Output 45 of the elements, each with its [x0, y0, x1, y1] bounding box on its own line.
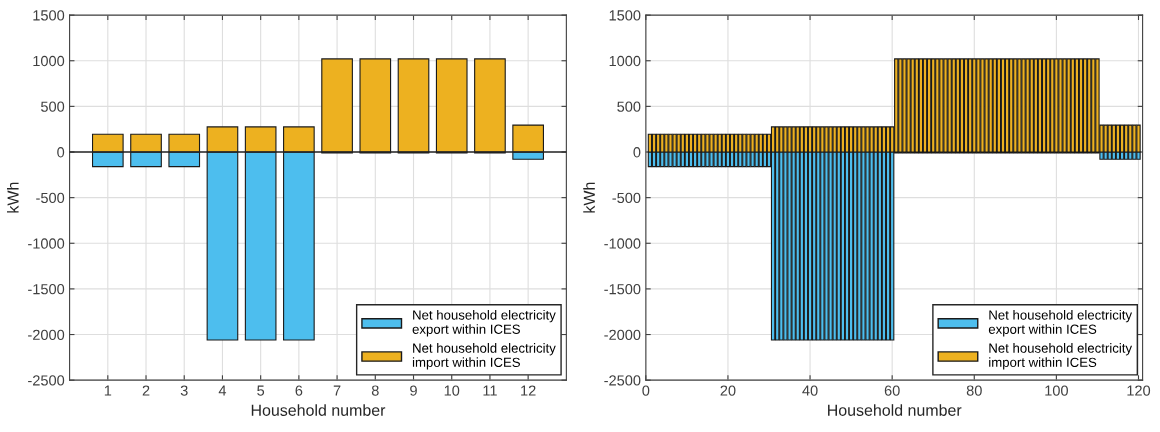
x-tick-label: 40: [802, 385, 818, 396]
legend-label: Net household electricity export within ICES: [988, 309, 1133, 337]
legend-label: Net household electricity export within ICES: [412, 309, 556, 337]
y-tick-label: -2000: [28, 329, 65, 340]
y-tick-label: -2000: [604, 329, 641, 340]
x-tick-label: 80: [966, 385, 982, 396]
y-tick-label: -2500: [604, 375, 641, 386]
y-tick-label: -2500: [28, 375, 65, 386]
x-tick-label: 20: [720, 385, 736, 396]
x-tick-label: 120: [1127, 385, 1151, 396]
x-axis-title: Household number: [828, 404, 962, 416]
x-tick-label: 0: [642, 385, 650, 396]
y-tick-label: 0: [633, 147, 641, 158]
y-tick-label: -500: [612, 192, 641, 204]
y-tick-label: 1500: [33, 10, 65, 21]
x-tick-label: 8: [371, 385, 379, 396]
x-tick-label: 12: [521, 385, 536, 396]
y-tick-label: -1000: [604, 238, 641, 249]
x-tick-label: 7: [333, 385, 341, 396]
legend-label: Net household electricity import within ICES: [412, 343, 556, 370]
y-axis-title: kWh: [583, 182, 595, 213]
y-tick-label: -1000: [28, 238, 65, 249]
x-tick-label: 6: [295, 385, 303, 396]
x-tick-label: 60: [884, 385, 900, 396]
x-tick-label: 2: [142, 385, 150, 396]
y-tick-label: 1000: [33, 55, 65, 67]
x-tick-label: 9: [410, 385, 417, 396]
x-tick-label: 3: [180, 385, 188, 396]
y-tick-label: 1000: [609, 55, 641, 67]
y-tick-label: 0: [57, 147, 65, 158]
y-tick-label: -1500: [604, 284, 641, 295]
x-tick-label: 100: [1045, 385, 1068, 396]
y-tick-label: 500: [40, 101, 65, 112]
x-tick-label: 10: [444, 385, 460, 396]
y-tick-label: 1500: [609, 10, 641, 21]
y-axis-title: kWh: [7, 182, 19, 213]
x-axis-title: Household number: [251, 404, 386, 416]
x-tick-label: 4: [218, 385, 227, 396]
y-tick-label: -1500: [28, 284, 65, 295]
x-tick-label: 5: [257, 385, 265, 396]
legend-label: Net household electricity import within ICES: [989, 343, 1133, 370]
y-tick-label: 500: [617, 101, 641, 112]
x-tick-label: 1: [104, 385, 112, 396]
y-tick-label: -500: [36, 192, 65, 204]
x-tick-label: 11: [483, 385, 497, 396]
